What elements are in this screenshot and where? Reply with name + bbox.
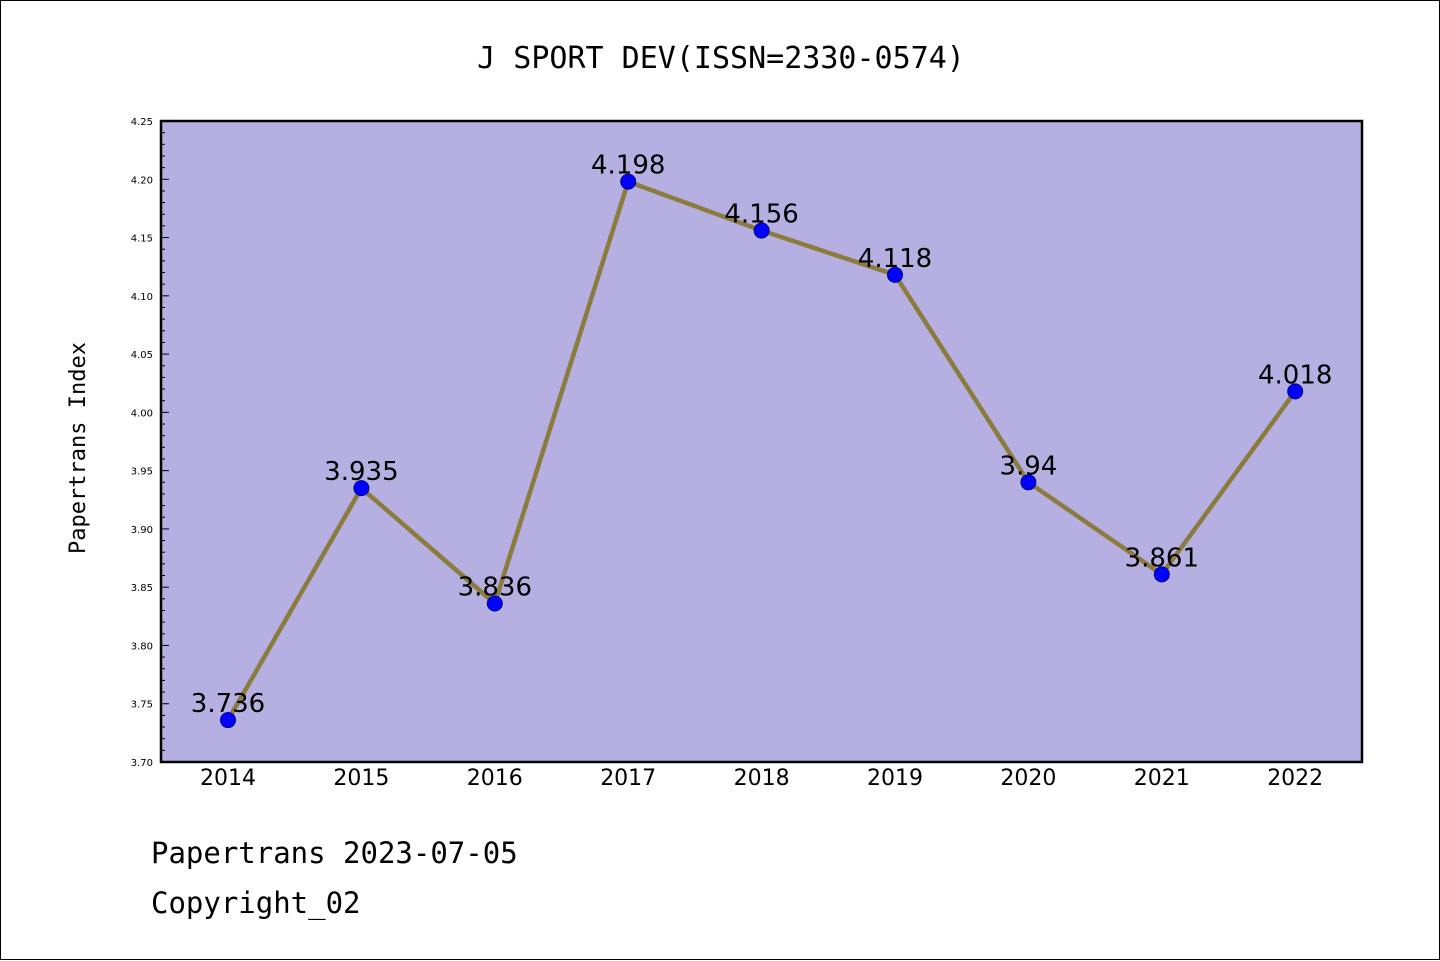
- y-tick-label: 3.75: [131, 700, 153, 711]
- x-tick-label: 2015: [333, 766, 389, 791]
- data-label: 3.736: [191, 689, 265, 719]
- data-label: 4.018: [1258, 360, 1332, 390]
- x-tick-label: 2019: [867, 766, 923, 791]
- x-tick-label: 2021: [1134, 766, 1190, 791]
- data-label: 3.935: [324, 457, 398, 487]
- data-point: [887, 266, 903, 283]
- chart-title: J SPORT DEV(ISSN=2330-0574): [477, 41, 965, 76]
- x-tick-label: 2014: [200, 766, 256, 791]
- data-point: [620, 173, 637, 190]
- y-tick-label: 3.95: [131, 467, 153, 478]
- y-tick-label: 3.80: [131, 641, 153, 652]
- y-tick-label: 4.15: [131, 234, 153, 245]
- y-tick-label: 3.70: [131, 758, 153, 769]
- footer-date-label: Papertrans 2023-07-05: [151, 836, 518, 870]
- data-point: [1020, 474, 1037, 491]
- y-tick-label: 4.00: [131, 408, 153, 419]
- y-tick-label: 4.05: [131, 350, 153, 361]
- data-label: 4.118: [858, 244, 932, 274]
- x-tick-label: 2016: [467, 766, 523, 791]
- data-point: [353, 480, 370, 497]
- y-tick-label: 3.90: [131, 525, 153, 536]
- data-label: 4.156: [724, 200, 798, 230]
- y-tick-label: 4.10: [131, 292, 153, 303]
- data-point: [1153, 566, 1170, 583]
- y-axis: 3.70 3.75 3.80 3.85 3.90 3.95 4.00 4.05 4.10 4.15…: [131, 117, 169, 769]
- series-papertrans-index: 3.736 3.935 3.836 4.198 4.156 4.118 3.94 3.861 4…: [191, 151, 1332, 729]
- footer-copyright-label: Copyright_02: [151, 886, 361, 920]
- y-tick-label: 4.20: [131, 175, 153, 186]
- y-tick-label: 4.25: [131, 117, 153, 128]
- x-tick-label: 2020: [1000, 766, 1056, 791]
- x-tick-label: 2018: [734, 766, 790, 791]
- x-axis: 2014 2015 2016 2017 2018 2019 2020 2021 2022: [200, 766, 1323, 791]
- data-point: [753, 222, 770, 239]
- data-point: [1287, 383, 1304, 400]
- data-label: 3.94: [999, 451, 1057, 481]
- data-point: [220, 712, 236, 729]
- y-axis-label: Papertrans Index: [66, 342, 91, 554]
- x-tick-label: 2022: [1267, 766, 1323, 791]
- data-point: [486, 595, 503, 612]
- data-label: 3.836: [458, 572, 532, 602]
- data-label: 3.861: [1125, 543, 1199, 573]
- x-tick-label: 2017: [600, 766, 656, 791]
- y-tick-label: 3.85: [131, 583, 153, 594]
- data-label: 4.198: [591, 151, 665, 181]
